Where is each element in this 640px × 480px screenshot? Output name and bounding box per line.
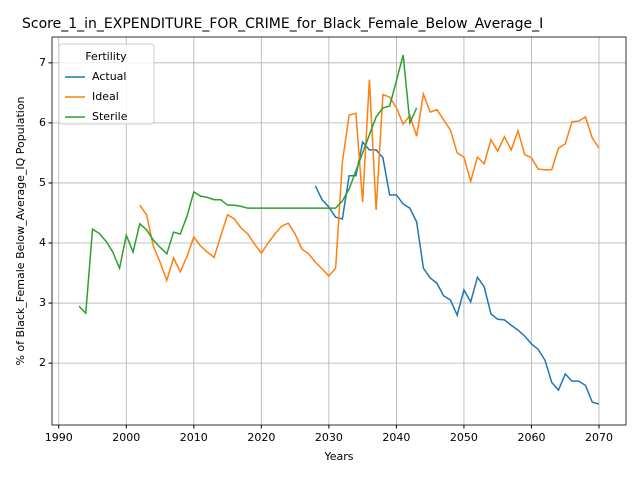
y-tick-label: 4 xyxy=(39,236,46,249)
x-tick-label: 2030 xyxy=(315,431,343,444)
legend-label: Ideal xyxy=(92,90,119,103)
x-tick-label: 2070 xyxy=(585,431,613,444)
y-tick-label: 7 xyxy=(39,56,46,69)
x-tick-label: 1990 xyxy=(45,431,73,444)
y-tick-label: 5 xyxy=(39,176,46,189)
x-tick-label: 2020 xyxy=(247,431,275,444)
line-series xyxy=(314,140,600,405)
legend-label: Sterile xyxy=(92,110,128,123)
line-series xyxy=(139,79,600,283)
line-series xyxy=(78,54,418,316)
plot-frame xyxy=(51,36,627,426)
y-tick-label: 6 xyxy=(39,116,46,129)
x-tick-label: 2060 xyxy=(517,431,545,444)
x-tick-label: 2050 xyxy=(450,431,478,444)
legend-box xyxy=(58,43,155,125)
chart-title: Score_1_in_EXPENDITURE_FOR_CRIME_for_Bla… xyxy=(22,16,543,32)
y-axis-label: % of Black_Female Below_Average_IQ Popul… xyxy=(14,96,27,365)
y-tick-label: 3 xyxy=(39,296,46,309)
x-tick-label: 2040 xyxy=(382,431,410,444)
legend-label: Actual xyxy=(92,70,126,83)
x-tick-label: 2000 xyxy=(112,431,140,444)
y-tick-label: 2 xyxy=(39,356,46,369)
x-tick-label: 2010 xyxy=(180,431,208,444)
legend-title: Fertility xyxy=(85,50,127,63)
x-axis-label: Years xyxy=(323,450,353,463)
